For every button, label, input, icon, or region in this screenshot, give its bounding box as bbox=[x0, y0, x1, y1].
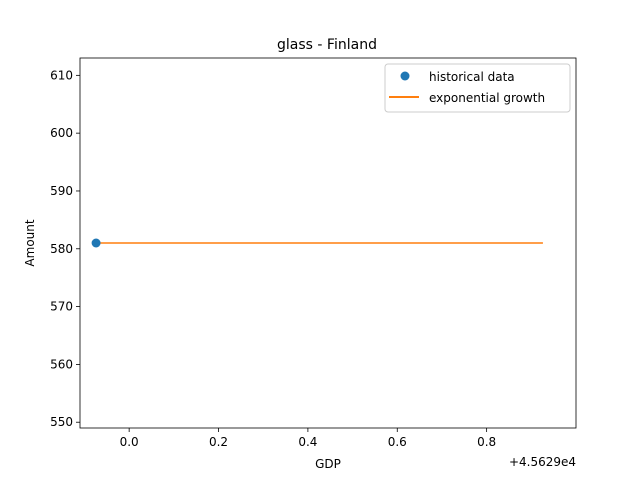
legend-box bbox=[384, 63, 571, 113]
y-tick-label: 570 bbox=[50, 300, 73, 314]
data-point-historical bbox=[91, 238, 101, 248]
legend-label-exponential-growth: exponential growth bbox=[429, 91, 545, 105]
y-tick-label: 580 bbox=[50, 242, 73, 256]
axes-frame bbox=[79, 57, 577, 429]
x-axis-label: GDP bbox=[315, 457, 341, 471]
y-axis-label: Amount bbox=[23, 219, 37, 266]
x-offset-label: +4.5629e4 bbox=[509, 455, 576, 469]
y-tick-label: 560 bbox=[50, 357, 73, 371]
legend-label-historical-data: historical data bbox=[429, 70, 515, 84]
chart-title: glass - Finland bbox=[277, 37, 377, 53]
x-tick-label: 0.8 bbox=[477, 435, 496, 449]
y-tick-label: 600 bbox=[50, 126, 73, 140]
legend-marker-historical-data bbox=[400, 71, 410, 81]
y-tick-label: 550 bbox=[50, 415, 73, 429]
legend: historical data exponential growth bbox=[384, 63, 571, 113]
y-axis: 550 560 570 580 590 600 610 bbox=[50, 68, 80, 429]
x-tick-label: 0.6 bbox=[388, 435, 407, 449]
x-tick-label: 0.0 bbox=[120, 435, 139, 449]
x-tick-label: 0.2 bbox=[209, 435, 228, 449]
y-tick-label: 610 bbox=[50, 68, 73, 82]
plot-area bbox=[91, 238, 543, 248]
x-axis: 0.0 0.2 0.4 0.6 0.8 bbox=[120, 428, 496, 449]
y-tick-label: 590 bbox=[50, 184, 73, 198]
x-tick-label: 0.4 bbox=[298, 435, 317, 449]
